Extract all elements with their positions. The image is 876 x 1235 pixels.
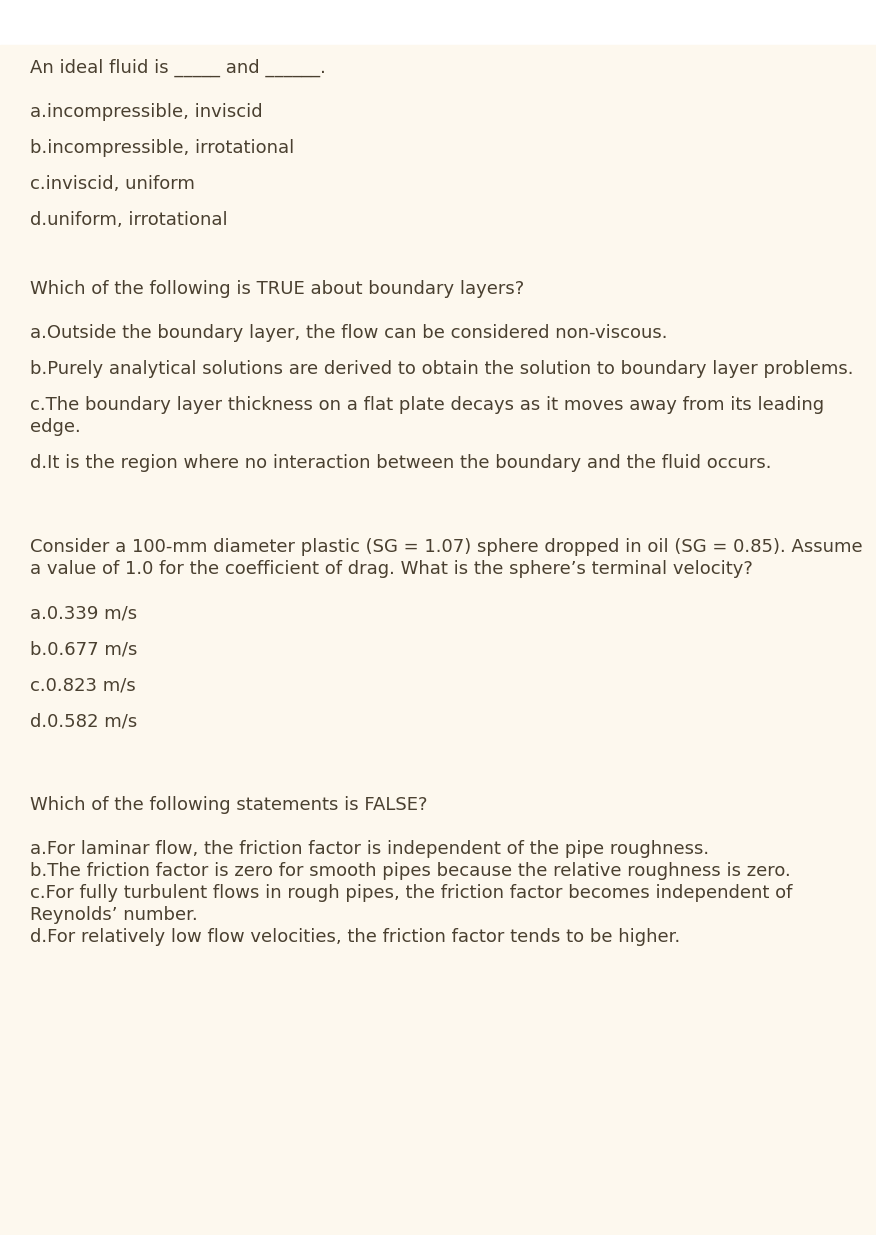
Text: c.0.823 m/s: c.0.823 m/s [30,676,136,694]
Text: b.0.677 m/s: b.0.677 m/s [30,640,138,658]
Text: c.For fully turbulent flows in rough pipes, the friction factor becomes independ: c.For fully turbulent flows in rough pip… [30,884,793,902]
Text: a.For laminar flow, the friction factor is independent of the pipe roughness.: a.For laminar flow, the friction factor … [30,840,710,858]
Text: Which of the following statements is FALSE?: Which of the following statements is FAL… [30,797,427,814]
Text: Reynolds’ number.: Reynolds’ number. [30,906,198,924]
Text: b.The friction factor is zero for smooth pipes because the relative roughness is: b.The friction factor is zero for smooth… [30,862,791,881]
Text: c.The boundary layer thickness on a flat plate decays as it moves away from its : c.The boundary layer thickness on a flat… [30,396,824,414]
Text: a.Outside the boundary layer, the flow can be considered non-viscous.: a.Outside the boundary layer, the flow c… [30,324,668,342]
Text: d.For relatively low flow velocities, the friction factor tends to be higher.: d.For relatively low flow velocities, th… [30,927,681,946]
Bar [0,0,876,44]
Text: d.0.582 m/s: d.0.582 m/s [30,713,138,730]
Text: d.It is the region where no interaction between the boundary and the fluid occur: d.It is the region where no interaction … [30,454,772,472]
Text: c.inviscid, uniform: c.inviscid, uniform [30,175,194,193]
Text: a.incompressible, inviscid: a.incompressible, inviscid [30,103,263,121]
Text: b.incompressible, irrotational: b.incompressible, irrotational [30,140,294,157]
Text: d.uniform, irrotational: d.uniform, irrotational [30,211,228,228]
Text: An ideal fluid is _____ and ______.: An ideal fluid is _____ and ______. [30,59,326,78]
Text: a value of 1.0 for the coefficient of drag. What is the sphere’s terminal veloci: a value of 1.0 for the coefficient of dr… [30,559,752,578]
Text: Which of the following is TRUE about boundary layers?: Which of the following is TRUE about bou… [30,280,524,298]
Text: b.Purely analytical solutions are derived to obtain the solution to boundary lay: b.Purely analytical solutions are derive… [30,359,853,378]
Text: edge.: edge. [30,417,81,436]
Text: Consider a 100-mm diameter plastic (SG = 1.07) sphere dropped in oil (SG = 0.85): Consider a 100-mm diameter plastic (SG =… [30,538,863,556]
Text: a.0.339 m/s: a.0.339 m/s [30,604,138,622]
